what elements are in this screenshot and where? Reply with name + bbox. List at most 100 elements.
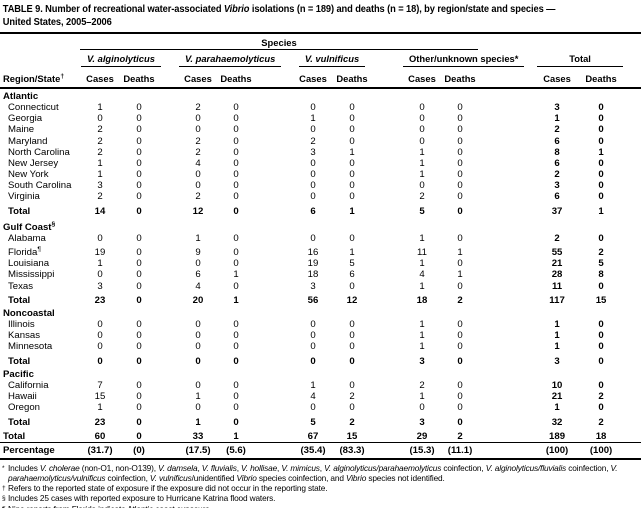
title-text: TABLE 9. Number of recreational water-as… <box>2 4 224 15</box>
footnote-text: , <box>277 462 282 473</box>
state-row: New York 1 0 0 0 0 0 1 0 2 0 <box>0 169 641 180</box>
value-cell: 0 <box>195 258 201 270</box>
state-row: Hawaii 15 0 1 0 4 2 1 0 21 2 <box>0 391 641 402</box>
spacer-cell <box>624 319 641 330</box>
spacer-cell <box>478 306 536 319</box>
state-row: New Jersey 1 0 4 0 0 0 1 0 6 0 <box>0 158 641 169</box>
footnote-text: V. cholerae <box>39 462 80 473</box>
state-row: Louisiana 1 0 0 0 19 5 1 0 21 5 <box>0 258 641 269</box>
spacer-cell <box>624 281 641 292</box>
value-cell: 29 <box>416 431 428 443</box>
value-cell: 0 <box>349 402 355 414</box>
value-cell: 0 <box>457 102 463 114</box>
value-cell: 2 <box>598 391 604 403</box>
spacer-cell <box>371 292 402 307</box>
value-cell: 0 <box>598 102 604 114</box>
value-cell: 0 <box>457 113 463 125</box>
value-cell: 0 <box>97 113 103 125</box>
spacer-cell <box>624 442 641 459</box>
value-cell: 0 <box>310 356 316 368</box>
value-cell: 1 <box>419 146 425 158</box>
spacer-cell <box>478 330 536 341</box>
region-cell: Total <box>8 205 31 217</box>
spacer-cell <box>0 50 80 69</box>
spacer-cell <box>254 102 293 113</box>
value-cell: 0 <box>233 205 239 217</box>
state-row: Florida¶ 19 0 9 0 16 1 11 1 55 2 <box>0 244 641 258</box>
spacer-cell <box>158 191 178 202</box>
value-cell: 18 <box>307 269 319 281</box>
value-cell: (100) <box>578 442 625 459</box>
footnote-text: , <box>236 462 242 473</box>
spacer-cell <box>254 158 293 169</box>
value-cell: 1 <box>195 232 201 244</box>
title-line-1: TABLE 9. Number of recreational water-as… <box>3 3 641 16</box>
value-cell <box>536 306 578 319</box>
value-cell: 0 <box>136 380 142 392</box>
state-row: North Carolina 2 0 2 0 3 1 1 0 8 1 <box>0 147 641 158</box>
value-cell: 60 <box>94 431 106 443</box>
section-total-row: Total 14 0 12 0 6 1 5 0 37 1 <box>0 202 641 217</box>
spacer-cell <box>478 180 536 191</box>
value-cell: 3 <box>419 356 425 368</box>
value-cell: 32 <box>551 417 563 429</box>
value-cell: 0 <box>97 269 103 281</box>
value-cell <box>402 88 442 102</box>
region-cell: Illinois <box>8 319 35 331</box>
value-cell: 0 <box>457 280 463 292</box>
value-cell: 0 <box>233 247 239 259</box>
table-title: TABLE 9. Number of recreational water-as… <box>0 0 641 32</box>
deaths-header: Deaths <box>442 68 479 90</box>
spacer-cell <box>624 292 641 307</box>
spacer-cell <box>478 88 536 102</box>
spacer-cell <box>371 391 402 402</box>
value-cell: 0 <box>457 380 463 392</box>
value-cell: 0 <box>349 280 355 292</box>
value-cell: 0 <box>310 341 316 353</box>
footnote-text: V. vulnificus <box>149 473 192 484</box>
value-cell: 0 <box>136 319 142 331</box>
value-cell: 0 <box>457 157 463 169</box>
value-cell: 0 <box>419 113 425 125</box>
spacer-cell <box>371 428 402 443</box>
value-cell: 0 <box>349 330 355 342</box>
spacer-cell <box>158 353 178 368</box>
value-cell: 2 <box>97 135 103 147</box>
spacer-cell <box>254 124 293 135</box>
value-cell: 0 <box>195 341 201 353</box>
value-cell: 0 <box>195 330 201 342</box>
value-cell <box>218 217 254 233</box>
region-cell: Total <box>8 295 31 307</box>
value-cell: 6 <box>554 190 560 202</box>
state-row: Alabama 0 0 1 0 0 0 1 0 2 0 <box>0 233 641 244</box>
region-cell: Total <box>3 431 26 443</box>
spacer-cell <box>371 306 402 319</box>
spacer-cell <box>478 367 536 380</box>
footnote-text: Nine reports from Florida indicate Atlan… <box>8 504 212 508</box>
state-row: Illinois 0 0 0 0 0 0 1 0 1 0 <box>0 319 641 330</box>
value-cell: 0 <box>97 232 103 244</box>
value-cell: 19 <box>94 247 106 259</box>
state-row: Maryland 2 0 2 0 2 0 0 0 6 0 <box>0 136 641 147</box>
value-cell <box>536 217 578 233</box>
value-cell: 15 <box>94 391 106 403</box>
value-cell: 0 <box>233 341 239 353</box>
region-cell: Kansas <box>8 330 40 342</box>
state-row: Connecticut 1 0 2 0 0 0 0 0 3 0 <box>0 102 641 113</box>
value-cell <box>333 367 371 380</box>
spacer-cell <box>254 88 293 102</box>
spacer-cell <box>478 102 536 113</box>
value-cell: 0 <box>136 247 142 259</box>
spacer-cell <box>254 428 293 443</box>
value-cell: 3 <box>419 417 425 429</box>
value-cell <box>578 367 624 380</box>
value-cell: 0 <box>598 113 604 125</box>
spacer-cell <box>624 191 641 202</box>
spacer-cell <box>478 191 536 202</box>
value-cell: 2 <box>419 380 425 392</box>
region-cell: Percentage <box>0 442 80 459</box>
value-cell: 5 <box>349 258 355 270</box>
spacer-cell <box>254 367 293 380</box>
value-cell: 4 <box>195 157 201 169</box>
value-cell: 0 <box>195 179 201 191</box>
